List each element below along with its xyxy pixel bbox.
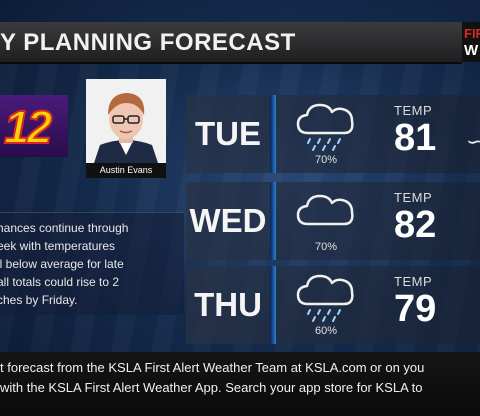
precip-chance: 70% [314, 241, 338, 253]
precip-chance: 70% [314, 154, 338, 166]
page-title: Y PLANNING FORECAST [0, 29, 296, 56]
day-label: THU [194, 286, 262, 323]
rain-cloud-icon [296, 103, 354, 151]
anchor-photo [86, 79, 166, 163]
temp-value: 81 [394, 117, 437, 159]
card-divider [270, 266, 276, 344]
footer-ticker: t forecast from the KSLA First Alert Wea… [0, 352, 480, 416]
station-logo: 12 [0, 95, 68, 157]
anchor-name: Austin Evans [86, 163, 166, 178]
day-card-wed: WED 70% TEMP 82 [186, 182, 480, 260]
temp-label: TEMP [394, 190, 433, 205]
cut-off-glyph: ∽ [466, 129, 480, 154]
precip-chance: 60% [314, 325, 338, 337]
brand-logo: FIRST W [462, 22, 480, 62]
cloud-icon [296, 194, 354, 226]
summary-line: ll below average for late [0, 257, 124, 271]
station-logo-number: 12 [3, 100, 53, 154]
day-label: TUE [195, 115, 261, 152]
rain-cloud-icon [296, 274, 354, 322]
day-card-thu: THU 60% TEMP 79 [186, 266, 480, 344]
card-divider [270, 182, 276, 260]
temp-value: 82 [394, 204, 437, 246]
summary-line: hances continue through [0, 221, 129, 235]
day-card-tue: TUE 70% TEMP 81 ∽ [186, 95, 480, 173]
brand-line1: FIRST [464, 26, 480, 41]
footer-line: t forecast from the KSLA First Alert Wea… [0, 360, 425, 375]
summary-line: ches by Friday. [0, 293, 78, 307]
forecast-summary: hances continue through eek with tempera… [0, 212, 184, 315]
title-bar: Y PLANNING FORECAST [0, 22, 462, 64]
brand-line2: W [464, 42, 479, 59]
temp-label: TEMP [394, 274, 433, 289]
temp-value: 79 [394, 288, 437, 330]
temp-label: TEMP [394, 103, 433, 118]
summary-line: all totals could rise to 2 [0, 275, 120, 289]
day-label: WED [189, 202, 267, 239]
footer-line: with the KSLA First Alert Weather App. S… [0, 380, 423, 395]
card-divider [270, 95, 276, 173]
summary-line: eek with temperatures [0, 239, 116, 253]
